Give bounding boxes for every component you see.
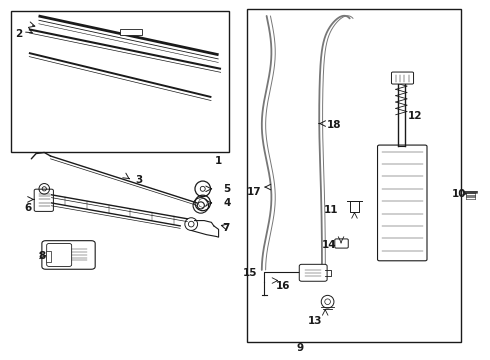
Text: 10: 10 bbox=[451, 189, 466, 199]
Text: 4: 4 bbox=[223, 198, 231, 208]
Bar bbox=[120, 29, 142, 35]
Text: 8: 8 bbox=[39, 251, 46, 261]
Text: 9: 9 bbox=[296, 343, 304, 352]
Text: 12: 12 bbox=[408, 112, 423, 121]
FancyBboxPatch shape bbox=[34, 189, 53, 211]
FancyBboxPatch shape bbox=[42, 241, 95, 269]
Text: 2: 2 bbox=[15, 28, 22, 39]
FancyBboxPatch shape bbox=[335, 239, 348, 248]
Text: 7: 7 bbox=[222, 222, 229, 233]
Text: 3: 3 bbox=[136, 175, 143, 185]
Text: 17: 17 bbox=[247, 187, 262, 197]
Text: 11: 11 bbox=[324, 205, 339, 215]
Text: 6: 6 bbox=[24, 203, 31, 213]
FancyBboxPatch shape bbox=[299, 264, 327, 281]
Text: 18: 18 bbox=[326, 120, 341, 130]
Bar bbox=[11, 11, 229, 152]
FancyBboxPatch shape bbox=[392, 72, 414, 84]
Text: 14: 14 bbox=[322, 240, 336, 250]
Text: 15: 15 bbox=[243, 269, 257, 279]
Text: 16: 16 bbox=[276, 281, 291, 291]
Text: 13: 13 bbox=[307, 316, 322, 326]
Text: 1: 1 bbox=[215, 156, 222, 166]
FancyBboxPatch shape bbox=[47, 243, 72, 266]
Bar bbox=[46, 251, 51, 262]
Text: 5: 5 bbox=[223, 184, 231, 194]
FancyBboxPatch shape bbox=[377, 145, 427, 261]
Bar bbox=[247, 9, 461, 342]
